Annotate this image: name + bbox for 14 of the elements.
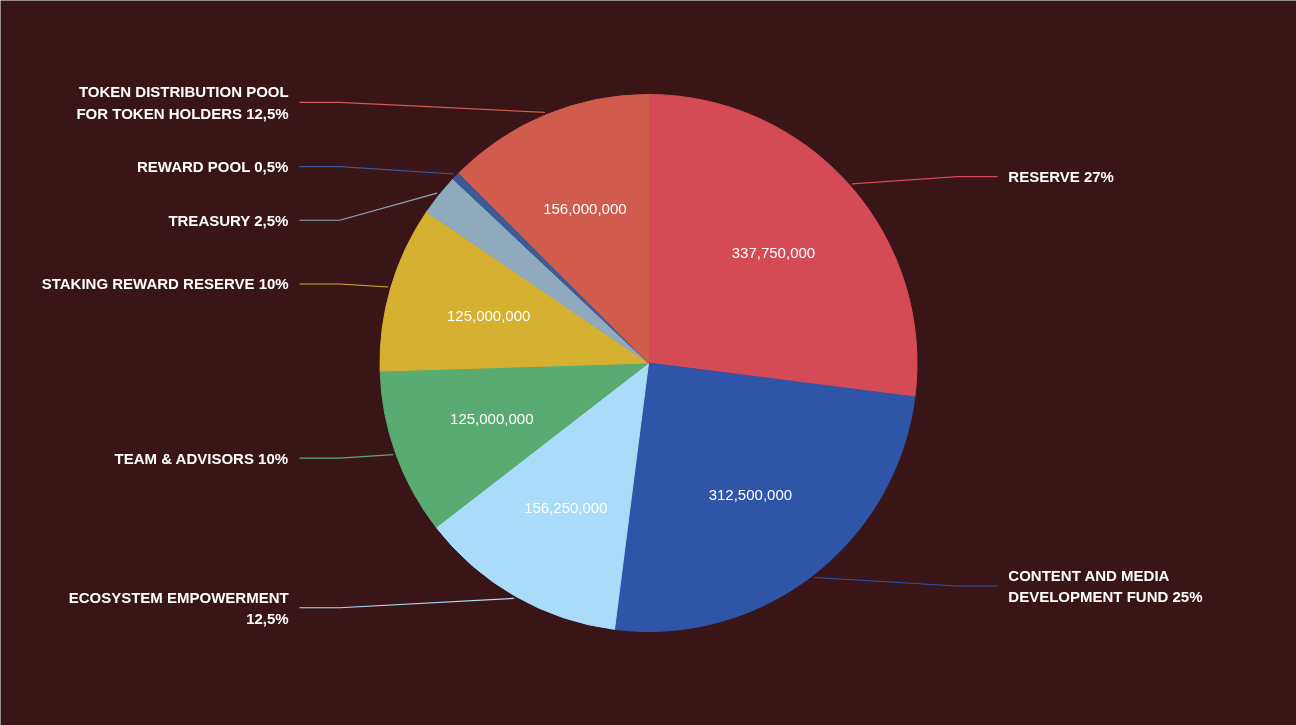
slice-label: REWARD POOL 0,5% <box>136 158 289 176</box>
data-label: 156,250,000 <box>524 498 608 516</box>
slice-label: TREASURY 2,5% <box>168 211 289 229</box>
slice-label: ECOSYSTEM EMPOWERMENT 12,5% <box>68 588 289 627</box>
data-label: 125,000,000 <box>446 307 531 325</box>
slice-label: TOKEN DISTRIBUTION POOL FOR TOKEN HOLDERS 12,5% <box>76 83 289 122</box>
slice-label: TEAM & ADVISORS 10% <box>114 449 289 467</box>
data-label: 312,500,000 <box>708 485 793 503</box>
data-label: 156,000,000 <box>543 200 627 218</box>
slice-label: CONTENT AND MEDIA DEVELOPMENT FUND 25% <box>1008 566 1203 606</box>
slice-label: STAKING REWARD RESERVE 10% <box>41 275 289 293</box>
data-label: 125,000,000 <box>450 410 534 428</box>
data-label: 337,750,000 <box>731 243 816 261</box>
slice-label: RESERVE 27% <box>1008 168 1114 186</box>
